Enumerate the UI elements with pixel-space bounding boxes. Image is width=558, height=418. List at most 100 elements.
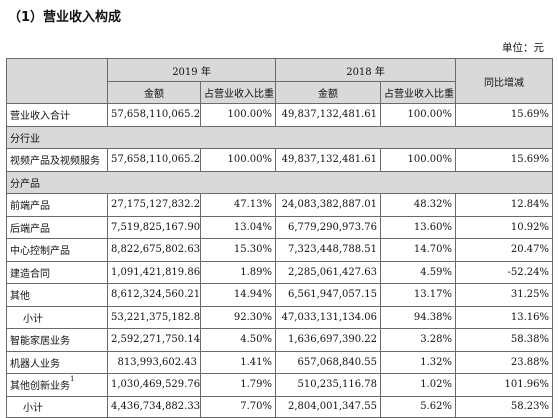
row-label: 视频产品及视频服务 — [6, 148, 108, 172]
amount-2018: 2,285,061,427.63 — [275, 260, 382, 284]
section-label: 分行业 — [5, 125, 554, 149]
row-label-text: 小计 — [23, 403, 43, 414]
share-2019: 1.89% — [199, 260, 277, 284]
share-2018: 100.00% — [380, 148, 457, 172]
share-2019: 7.70% — [199, 395, 277, 418]
table-row: 中心控制产品 8,822,675,802.63 15.30% 7,323,448,78… — [6, 238, 554, 262]
share-2018: 3.28% — [380, 328, 457, 352]
amount-2018: 1,636,697,390.22 — [275, 328, 382, 352]
share-2018: 13.60% — [380, 215, 457, 239]
amount-2018: 47,033,131,134.06 — [275, 305, 382, 329]
share-2018: 5.62% — [380, 395, 457, 418]
row-label-text: 后端产品 — [10, 223, 50, 235]
table-row: 智能家居业务 2,592,271,750.14 4.50% 1,636,697,390… — [6, 328, 554, 352]
header-2018: 2018 年 — [275, 58, 457, 82]
header-blank — [6, 58, 108, 104]
share-2018: 1.02% — [380, 373, 457, 397]
yoy-change: 15.69% — [455, 103, 554, 127]
footnote-marker: 1 — [70, 375, 75, 384]
share-2019: 47.13% — [199, 193, 277, 217]
row-label: 建造合同 — [6, 260, 108, 284]
section-row-product: 分产品 — [5, 170, 554, 194]
yoy-change: -52.24% — [455, 260, 554, 284]
row-label-text: 建造合同 — [10, 268, 50, 280]
yoy-change: 101.96% — [455, 373, 554, 397]
row-label: 机器人业务 — [6, 350, 108, 374]
section-title: （1）营业收入构成 — [8, 10, 122, 25]
header-2019: 2019 年 — [106, 58, 277, 82]
amount-2019: 2,592,271,750.14 — [107, 328, 201, 352]
share-2019: 100.00% — [199, 103, 277, 127]
row-label: 前端产品 — [6, 193, 108, 217]
share-2019: 92.30% — [199, 305, 277, 329]
share-2018: 4.59% — [380, 260, 457, 284]
share-2019: 13.04% — [199, 215, 277, 239]
header-share-2018: 占营业收入比重 — [380, 81, 457, 104]
amount-2019: 1,030,469,529.76 — [107, 373, 201, 397]
header-yoy: 同比增减 — [455, 58, 554, 104]
industry-row: 视频产品及视频服务 57,658,110,065.22 100.00% 49,8… — [6, 148, 554, 172]
row-label: 其他创新业务1 — [6, 373, 108, 397]
amount-2019: 8,612,324,560.21 — [107, 283, 201, 307]
row-label: 小计 — [6, 395, 108, 418]
table-row: 后端产品 7,519,825,167.90 13.04% 6,779,290,973.… — [6, 215, 554, 239]
share-2019: 4.50% — [199, 328, 277, 352]
yoy-change: 10.92% — [455, 215, 554, 239]
amount-2019: 53,221,375,182.89 — [107, 305, 201, 329]
amount-2018: 6,779,290,973.76 — [275, 215, 382, 239]
amount-2019: 813,993,602.43 — [107, 350, 201, 374]
row-label: 营业收入合计 — [6, 103, 108, 127]
unit-label: 单位：元 — [502, 42, 544, 54]
row-label: 智能家居业务 — [6, 328, 108, 352]
table-row: 前端产品 27,175,127,832.29 47.13% 24,083,382,88… — [6, 193, 554, 217]
table-row: 其他 8,612,324,560.21 14.94% 6,561,947,057.15… — [6, 283, 554, 307]
row-label-text: 中心控制产品 — [10, 246, 70, 258]
amount-2018: 510,235,116.78 — [275, 373, 382, 397]
subtotal-row: 小计 4,436,734,882.33 7.70% 2,804,001,347.55 5… — [6, 395, 554, 418]
header-row-columns: 金额 占营业收入比重 金额 占营业收入比重 — [7, 81, 553, 104]
share-2019: 1.41% — [199, 350, 277, 374]
revenue-table: 2019 年 2018 年 同比增减 金额 占营业收入比重 金额 占营业收入比重… — [5, 58, 554, 418]
section-label: 分产品 — [5, 170, 554, 194]
row-label: 后端产品 — [6, 215, 108, 239]
row-label-text: 机器人业务 — [10, 358, 60, 370]
row-label: 其他 — [6, 283, 108, 307]
share-2018: 1.32% — [380, 350, 457, 374]
amount-2018: 2,804,001,347.55 — [275, 395, 382, 418]
table-row: 其他创新业务1 1,030,469,529.76 1.79% 510,235,116.… — [6, 373, 554, 397]
amount-2019: 8,822,675,802.63 — [107, 238, 201, 262]
yoy-change: 12.84% — [455, 193, 554, 217]
yoy-change: 20.47% — [455, 238, 554, 262]
row-label: 小计 — [6, 305, 108, 329]
share-2019: 100.00% — [199, 148, 277, 172]
share-2019: 15.30% — [199, 238, 277, 262]
yoy-change: 15.69% — [455, 148, 554, 172]
row-label-text: 其他 — [10, 291, 30, 303]
amount-2018: 24,083,382,887.01 — [275, 193, 382, 217]
share-2018: 13.17% — [380, 283, 457, 307]
amount-2019: 4,436,734,882.33 — [107, 395, 201, 418]
share-2019: 14.94% — [199, 283, 277, 307]
amount-2019: 7,519,825,167.90 — [107, 215, 201, 239]
table-row: 机器人业务 813,993,602.43 1.41% 657,068,840.55 1.… — [6, 350, 554, 374]
amount-2019: 1,091,421,819.86 — [107, 260, 201, 284]
amount-2019: 57,658,110,065.22 — [107, 103, 201, 127]
section-row-industry: 分行业 — [5, 125, 554, 149]
total-row: 营业收入合计 57,658,110,065.22 100.00% 49,837,… — [6, 103, 554, 127]
header-share-2019: 占营业收入比重 — [199, 81, 277, 104]
subtotal-row: 小计 53,221,375,182.89 92.30% 47,033,131,134.… — [6, 305, 554, 329]
header-amount-2019: 金额 — [107, 81, 201, 104]
yoy-change: 23.88% — [455, 350, 554, 374]
product-rows: 前端产品 27,175,127,832.29 47.13% 24,083,382,88… — [6, 193, 554, 418]
row-label-text: 前端产品 — [10, 201, 50, 213]
amount-2019: 27,175,127,832.29 — [107, 193, 201, 217]
header-amount-2018: 金额 — [275, 81, 382, 104]
amount-2019: 57,658,110,065.22 — [107, 148, 201, 172]
row-label: 中心控制产品 — [6, 238, 108, 262]
header-row-years: 2019 年 2018 年 同比增减 — [6, 58, 554, 104]
amount-2018: 6,561,947,057.15 — [275, 283, 382, 307]
yoy-change: 13.16% — [455, 305, 554, 329]
amount-2018: 657,068,840.55 — [275, 350, 382, 374]
row-label-text: 智能家居业务 — [10, 336, 70, 348]
amount-2018: 49,837,132,481.61 — [275, 103, 382, 127]
